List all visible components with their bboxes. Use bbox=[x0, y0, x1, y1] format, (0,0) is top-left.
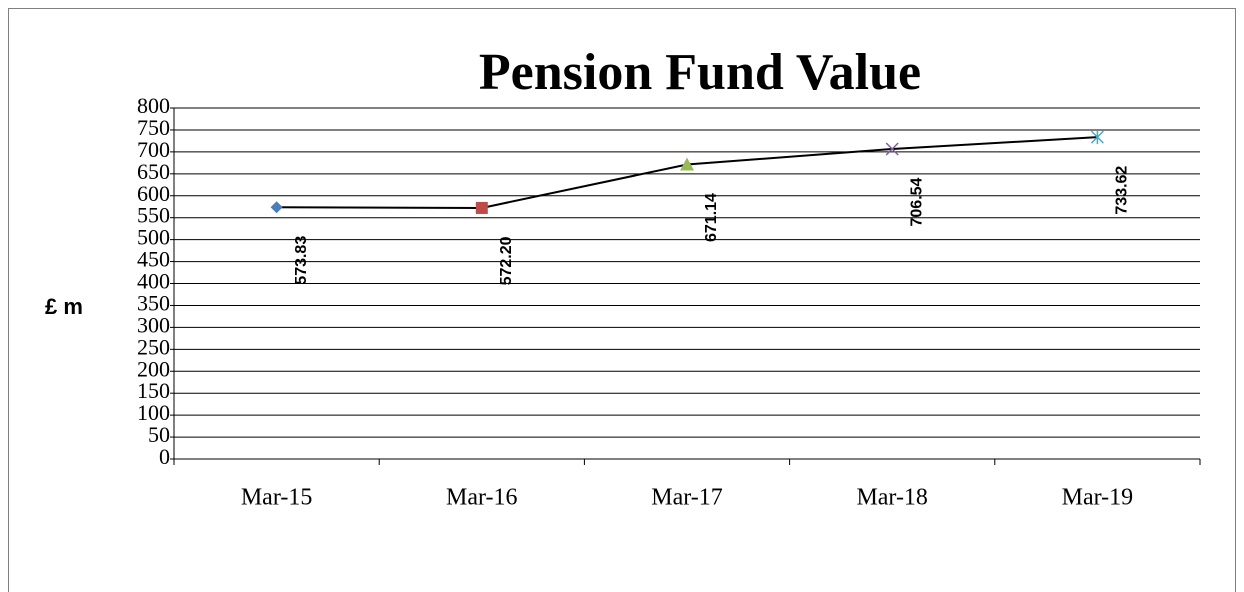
chart-frame bbox=[8, 8, 1236, 592]
chart-title: Pension Fund Value bbox=[479, 44, 921, 101]
y-tick-label: 500 bbox=[137, 225, 170, 250]
y-tick-label: 800 bbox=[137, 93, 170, 118]
y-tick-label: 200 bbox=[137, 356, 170, 381]
data-label: 706.54 bbox=[908, 177, 925, 226]
y-tick-label: 450 bbox=[137, 247, 170, 272]
y-tick-label: 400 bbox=[137, 269, 170, 294]
x-tick-label: Mar-19 bbox=[1062, 485, 1134, 511]
marker bbox=[885, 142, 899, 156]
y-tick-label: 300 bbox=[137, 312, 170, 337]
y-tick-label: 650 bbox=[137, 159, 170, 184]
y-tick-label: 0 bbox=[159, 444, 170, 469]
data-label: 572.20 bbox=[498, 236, 515, 285]
y-tick-label: 550 bbox=[137, 203, 170, 228]
y-tick-label: 150 bbox=[137, 378, 170, 403]
data-label: 671.14 bbox=[703, 193, 720, 242]
x-tick-label: Mar-16 bbox=[446, 485, 518, 511]
x-tick-label: Mar-15 bbox=[241, 485, 313, 511]
marker bbox=[475, 201, 488, 214]
y-tick-label: 100 bbox=[137, 400, 170, 425]
y-tick-label: 250 bbox=[137, 334, 170, 359]
x-tick-label: Mar-17 bbox=[651, 485, 723, 511]
data-label: 733.62 bbox=[1114, 166, 1131, 215]
data-label: 573.83 bbox=[293, 236, 310, 285]
marker bbox=[270, 201, 283, 214]
marker bbox=[680, 157, 694, 171]
y-tick-label: 750 bbox=[137, 115, 170, 140]
y-axis-label: £ m bbox=[45, 294, 83, 319]
y-tick-label: 50 bbox=[148, 422, 170, 447]
y-tick-label: 700 bbox=[137, 137, 170, 162]
x-tick-label: Mar-18 bbox=[856, 485, 928, 511]
y-tick-label: 600 bbox=[137, 181, 170, 206]
marker bbox=[1090, 130, 1104, 145]
y-tick-label: 350 bbox=[137, 290, 170, 315]
